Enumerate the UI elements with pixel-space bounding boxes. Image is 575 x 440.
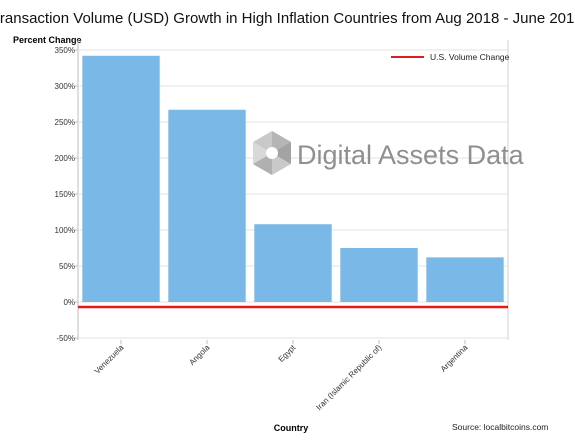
bars [82,55,504,303]
bar [254,224,332,302]
y-tick-label: 150% [55,190,75,199]
y-axis: -50% 0% 50% 100% 150% 200% 250% 300% 350% [55,46,78,343]
x-tick-label: Venezuela [93,343,126,376]
x-tick-label: Egypt [277,343,298,364]
y-tick-label: 100% [55,226,75,235]
y-tick-label: 250% [55,118,75,127]
y-tick-label: 350% [55,46,75,55]
y-tick-label: 0% [63,298,75,307]
watermark-logo-icon [253,131,291,175]
y-axis-title: Percent Change [13,35,82,45]
y-tick-label: -50% [56,334,75,343]
legend: U.S. Volume Change [391,52,510,62]
x-tick-label: Angola [187,343,211,367]
x-tick-label: Iran (Islamic Republic of) [314,343,383,412]
bar [168,109,246,302]
watermark: Digital Assets Data [253,131,525,175]
legend-label: U.S. Volume Change [430,52,510,62]
bar [426,257,504,302]
watermark-text: Digital Assets Data [297,140,525,170]
x-axis-title: Country [274,423,309,433]
x-tick-label: Argentina [439,343,470,374]
plot-area [77,40,509,340]
x-axis: Venezuela Angola Egypt Iran (Islamic Republ… [93,340,470,412]
bar [82,55,160,303]
y-tick-label: 200% [55,154,75,163]
source-note: Source: localbitcoins.com [452,422,548,432]
bar [340,248,418,302]
y-tick-label: 300% [55,82,75,91]
chart-title: Transaction Volume (USD) Growth in High … [0,10,575,27]
y-tick-label: 50% [59,262,75,271]
